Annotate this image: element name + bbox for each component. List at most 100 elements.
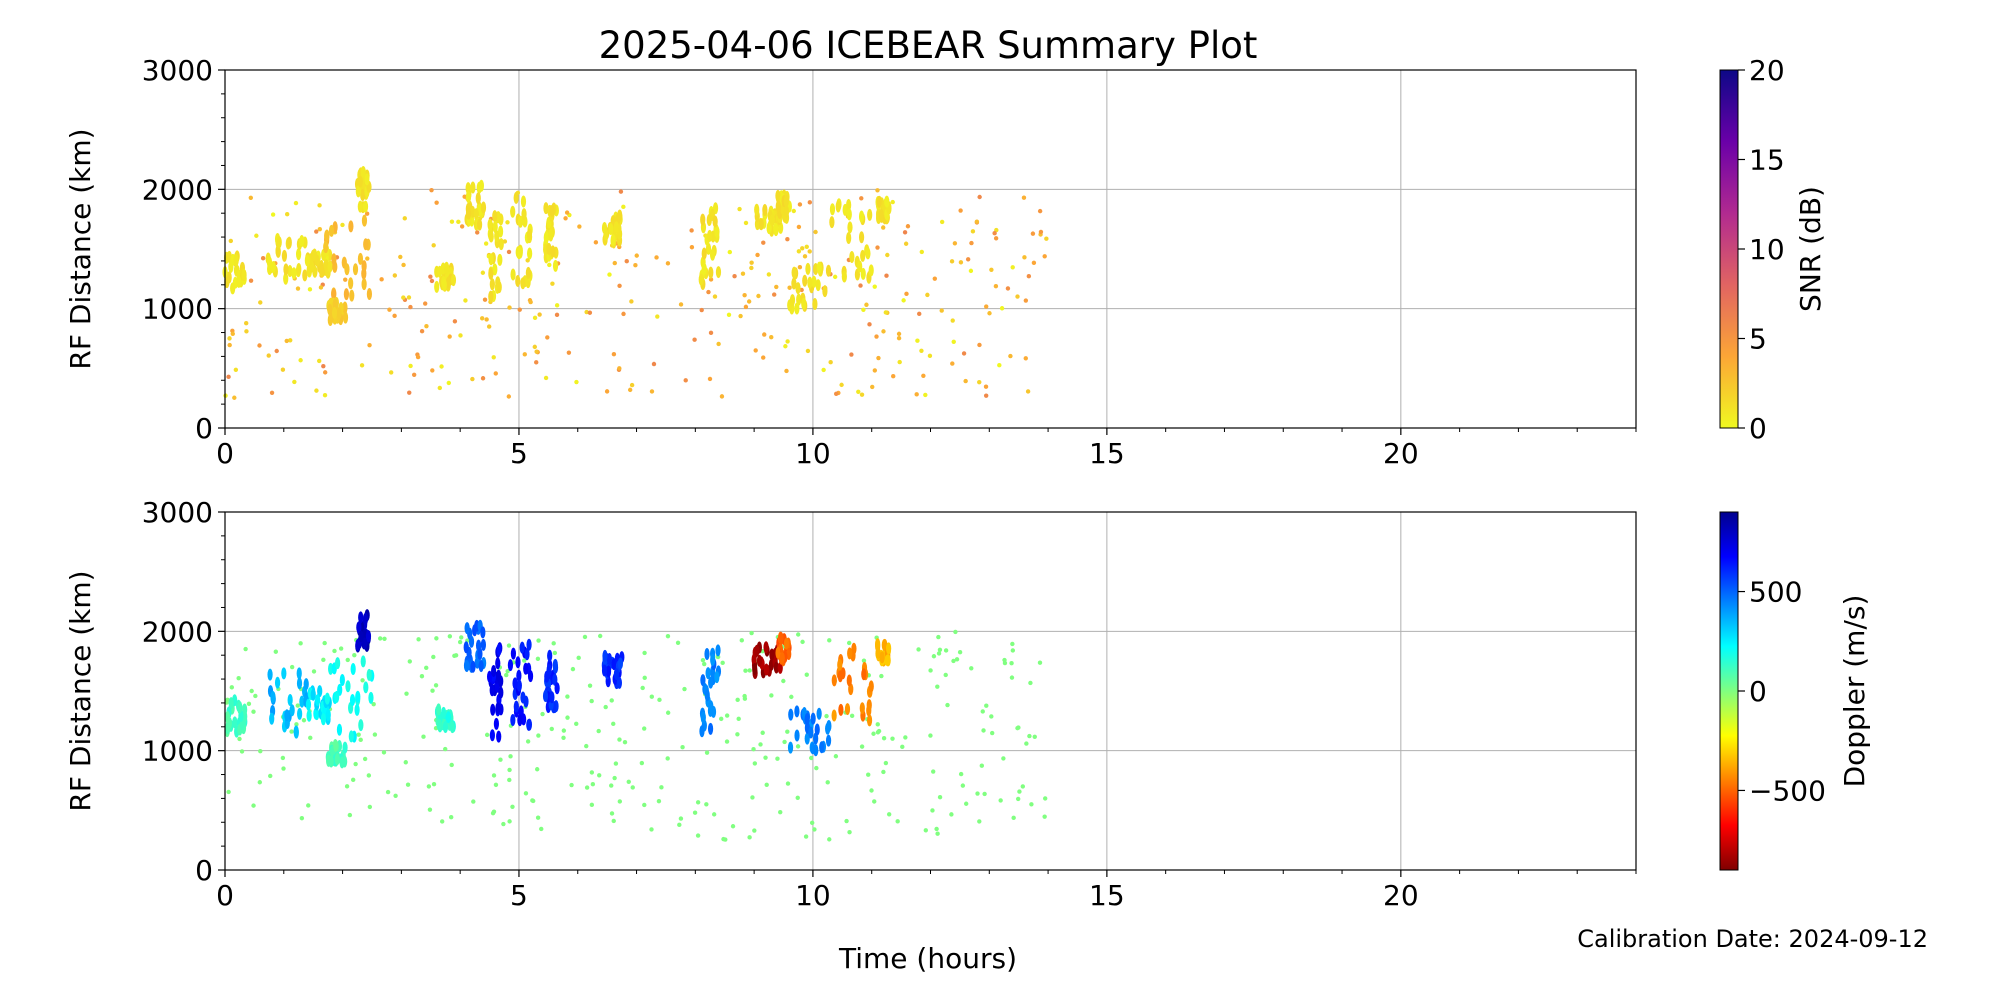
y-axis-label: RF Distance (km) [64, 128, 97, 369]
scatter-point [587, 683, 593, 688]
scatter-point [246, 701, 252, 707]
y-tick-label: 2000 [142, 173, 213, 206]
scatter-point [1037, 660, 1043, 665]
cluster-point [816, 707, 822, 720]
cluster-point [777, 661, 783, 674]
scatter-point [939, 308, 944, 313]
cluster-point [865, 247, 871, 260]
scatter-point [402, 216, 407, 221]
scatter-point [968, 268, 974, 274]
scatter-point [227, 336, 232, 341]
scatter-point [617, 737, 622, 742]
scatter-point [970, 229, 976, 234]
scatter-point [382, 636, 387, 642]
cluster-point [237, 701, 243, 714]
scatter-point [447, 334, 452, 339]
cluster-point [315, 694, 321, 707]
cluster-point [443, 261, 450, 274]
cluster-point [304, 254, 310, 267]
cluster-point [552, 673, 558, 686]
scatter-point [642, 726, 647, 731]
scatter-point [612, 775, 617, 781]
scatter-point [411, 372, 417, 377]
scatter-point [708, 330, 714, 336]
scatter-point [624, 259, 629, 264]
scatter-point [604, 389, 610, 394]
cluster-point [775, 189, 781, 202]
scatter-point [796, 249, 802, 254]
scatter-point [564, 210, 570, 215]
cluster-point [520, 195, 527, 208]
scatter-point [535, 815, 541, 820]
scatter-point [916, 647, 921, 652]
cluster-point [368, 691, 374, 704]
scatter-point [480, 270, 486, 275]
scatter-point [340, 222, 345, 228]
scatter-point [989, 714, 994, 719]
scatter-point [510, 804, 515, 809]
scatter-point [901, 298, 906, 303]
scatter-point [434, 200, 439, 205]
scatter-point [738, 313, 743, 319]
scatter-point [846, 640, 852, 646]
scatter-point [1044, 236, 1049, 241]
cluster-point [810, 712, 816, 725]
scatter-point [284, 338, 289, 344]
scatter-point [1005, 286, 1011, 291]
scatter-point [749, 265, 754, 271]
scatter-point [618, 189, 624, 194]
scatter-point [787, 285, 792, 290]
scatter-point [977, 379, 982, 385]
scatter-point [607, 272, 612, 277]
cluster-point [791, 277, 797, 290]
cluster-point [846, 231, 852, 244]
cluster-point [616, 676, 623, 689]
cluster-point [498, 238, 504, 251]
cluster-point [783, 205, 790, 218]
scatter-point [603, 704, 608, 710]
cluster-point [519, 641, 525, 654]
scatter-point [783, 344, 788, 349]
scatter-point [981, 728, 986, 733]
scatter-point [311, 669, 317, 674]
cluster-point [709, 248, 716, 261]
cluster-point [333, 739, 339, 752]
cluster-point [706, 214, 712, 227]
scatter-point [332, 648, 337, 654]
cluster-point [857, 260, 863, 273]
cluster-point [497, 225, 504, 238]
scatter-point [228, 238, 234, 244]
scatter-point [385, 789, 391, 795]
scatter-point [299, 815, 305, 821]
scatter-point [980, 709, 985, 714]
cluster-point [362, 612, 369, 625]
cluster-point [516, 669, 522, 682]
scatter-point [750, 795, 755, 800]
cluster-point [829, 203, 836, 216]
cluster-point [550, 245, 556, 258]
scatter-point [699, 307, 704, 313]
scatter-point [756, 293, 761, 299]
scatter-point [392, 273, 398, 278]
scatter-point [983, 384, 989, 389]
cluster-point [831, 674, 837, 687]
cluster-point [449, 721, 456, 734]
scatter-point [314, 388, 319, 393]
scatter-point [890, 736, 895, 741]
cluster-point [884, 195, 890, 208]
scatter-point [248, 278, 254, 283]
scatter-point [931, 769, 936, 774]
scatter-point [609, 811, 615, 816]
scatter-point [226, 374, 231, 380]
cluster-point [270, 260, 276, 273]
scatter-point [367, 804, 373, 810]
scatter-point [983, 393, 989, 398]
scatter-point [965, 257, 971, 262]
scatter-point [431, 654, 436, 660]
scatter-point [257, 343, 262, 348]
cluster-point [700, 711, 706, 724]
cluster-point [860, 249, 866, 262]
data-cluster [464, 179, 487, 231]
scatter-point [288, 338, 293, 343]
